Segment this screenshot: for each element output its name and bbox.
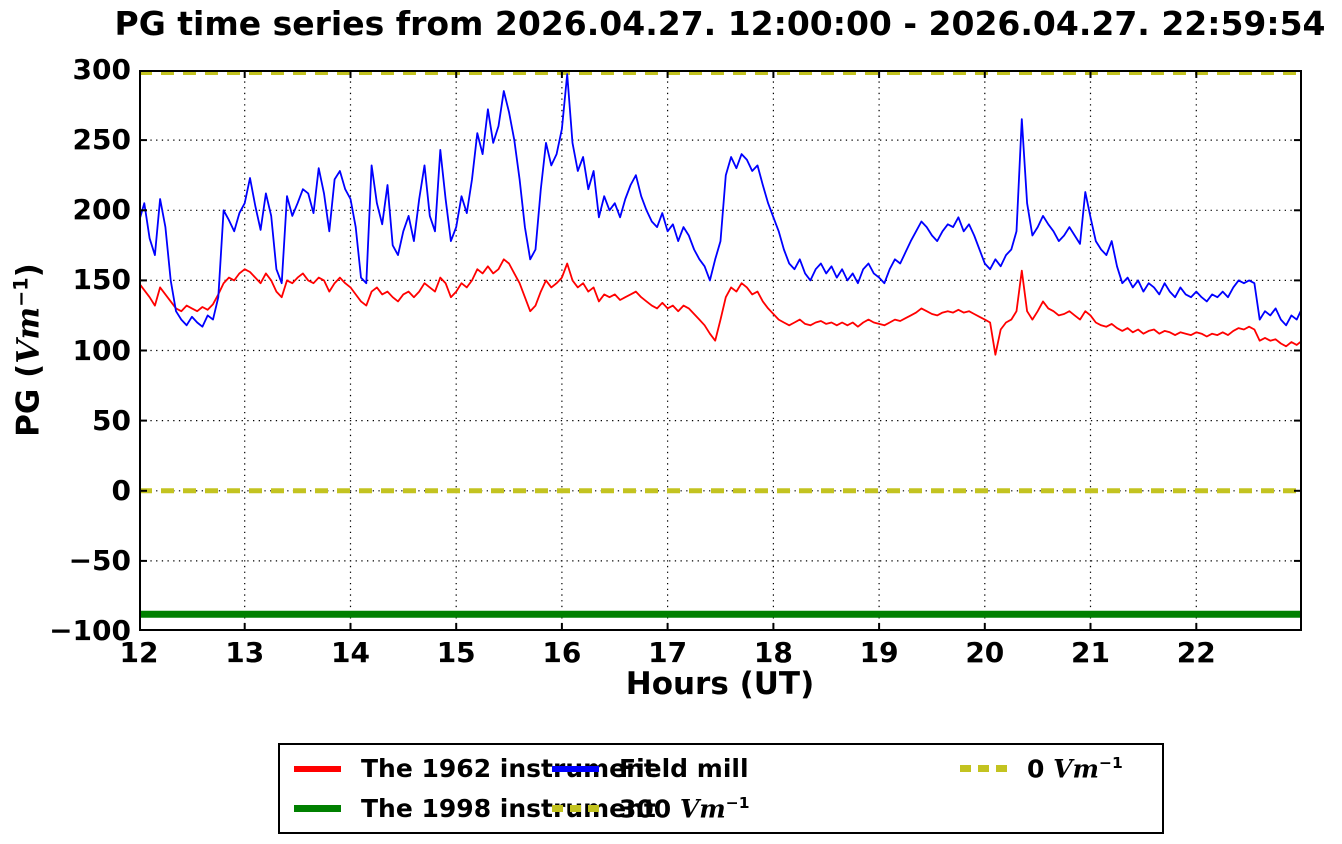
line-series — [139, 73, 1302, 328]
x-tick-label: 15 — [436, 636, 476, 669]
legend-label: The 1998 instrument — [361, 793, 656, 823]
x-axis-label: Hours (UT) — [625, 666, 815, 702]
legend-entry-field-mill: Field mill — [552, 754, 960, 783]
legend-label: 0 Vm−1 — [1027, 754, 1123, 784]
legend-entry-0-line: 0 Vm−1 — [960, 754, 1148, 783]
x-tick-label: 20 — [965, 636, 1005, 669]
legend-swatch-red-line — [294, 765, 341, 772]
y-tick-label: 250 — [72, 123, 131, 157]
chart-svg — [139, 70, 1302, 631]
y-tick-label: −50 — [68, 543, 131, 577]
y-tick-label: 150 — [72, 263, 131, 297]
y-tick-label: 50 — [92, 403, 131, 437]
y-tick-label: 300 — [72, 53, 131, 86]
x-tick-label: 19 — [859, 636, 899, 669]
chart-title: PG time series from 2026.04.27. 12:00:00… — [114, 4, 1326, 43]
y-tick-label: −100 — [49, 614, 131, 647]
axes-spines — [139, 70, 1302, 631]
legend-label: Field mill — [619, 754, 749, 784]
legend-swatch-green-line — [294, 804, 341, 812]
x-tick-label: 12 — [119, 636, 159, 669]
x-tick-label: 18 — [753, 636, 793, 669]
plot-area — [139, 70, 1302, 631]
x-tick-label: 21 — [1071, 636, 1111, 669]
y-tick-label: 100 — [72, 333, 131, 367]
legend-swatch-yellow-dashed — [552, 804, 599, 812]
line-series — [139, 258, 1302, 356]
legend-label: 300 Vm−1 — [619, 793, 750, 823]
legend-label: The 1962 instrument — [361, 754, 656, 784]
x-tick-label: 17 — [648, 636, 688, 669]
x-tick-label: 13 — [225, 636, 265, 669]
y-tick-label: 200 — [72, 193, 131, 227]
legend-entry-1962-instrument: The 1962 instrument — [294, 754, 656, 783]
legend: The 1962 instrument The 1998 instrument … — [278, 743, 1164, 834]
y-tick-label: 0 — [111, 473, 131, 507]
x-tick-label: 16 — [542, 636, 582, 669]
legend-swatch-yellow-dashed — [960, 765, 1007, 773]
legend-entry-1998-instrument: The 1998 instrument — [294, 794, 656, 823]
legend-entry-300-line: 300 Vm−1 — [552, 794, 960, 823]
x-tick-label: 22 — [1176, 636, 1216, 669]
legend-swatch-blue-line — [552, 765, 599, 772]
x-tick-label: 14 — [330, 636, 370, 669]
